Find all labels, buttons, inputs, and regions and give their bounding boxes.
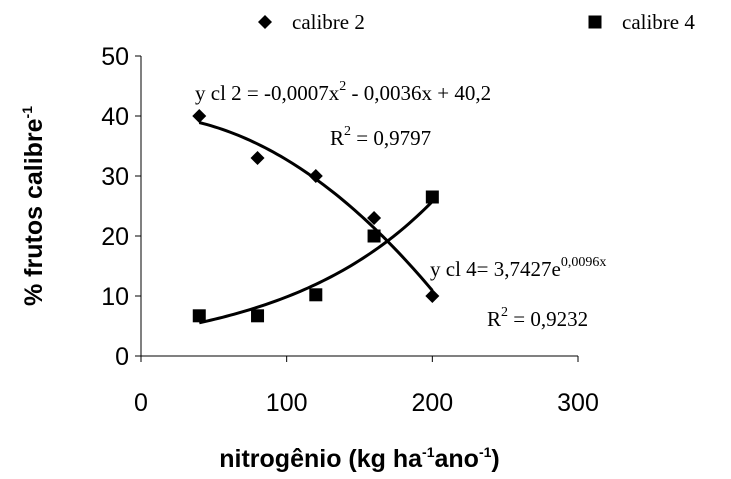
text-part: R <box>330 126 344 150</box>
marker-diamond <box>258 15 272 29</box>
x-tick-label: 0 <box>134 389 148 417</box>
y-tick-label: 20 <box>101 223 129 251</box>
y-tick-label: 30 <box>101 163 129 191</box>
superscript: 2 <box>344 124 351 139</box>
rich-text: R2 = 0,9232 <box>487 305 588 331</box>
text-part: % frutos calibre <box>20 118 48 306</box>
text-part: ) <box>491 445 499 473</box>
text-part: R <box>487 307 501 331</box>
marker-square <box>367 229 381 243</box>
rich-text: y cl 2 = -0,0007x2 - 0,0036x + 40,2 <box>195 79 491 105</box>
text-part: y cl 4= 3,7427e <box>430 257 561 281</box>
superscript: -1 <box>479 444 492 460</box>
trendline <box>198 200 434 325</box>
marker-diamond <box>192 109 207 123</box>
x-tick-label: 100 <box>266 389 308 417</box>
superscript: 2 <box>339 79 346 94</box>
text-part: - 0,0036x + 40,2 <box>346 81 491 105</box>
rich-text: R2 = 0,9797 <box>330 124 431 150</box>
marker-diamond <box>367 211 382 225</box>
text-part: nitrogênio (kg ha <box>219 445 423 473</box>
superscript: -1 <box>422 444 435 460</box>
superscript: 0,0096x <box>561 255 607 270</box>
rich-text: y cl 4= 3,7427e0,0096x <box>430 255 606 281</box>
text-part: = 0,9797 <box>351 126 431 150</box>
x-tick-label: 200 <box>411 389 453 417</box>
y-tick-label: 50 <box>101 43 129 71</box>
marker-diamond <box>250 151 265 165</box>
superscript: -1 <box>19 106 35 119</box>
marker-diamond <box>425 289 440 303</box>
y-tick-label: 10 <box>101 283 129 311</box>
rich-text: nitrogênio (kg ha-1ano-1) <box>219 444 499 473</box>
rich-text: % frutos calibre-1 <box>19 106 48 306</box>
text-part: = 0,9232 <box>508 307 588 331</box>
marker-square <box>251 309 265 323</box>
marker-square <box>588 15 602 29</box>
text-part: ano <box>435 445 479 473</box>
legend-label: calibre 2 <box>292 10 365 34</box>
y-tick-label: 40 <box>101 103 129 131</box>
y-tick-label: 0 <box>115 343 129 371</box>
x-tick-label: 300 <box>557 389 599 417</box>
superscript: 2 <box>501 305 508 320</box>
marker-square <box>309 288 323 302</box>
text-part: y cl 2 = -0,0007x <box>195 81 340 105</box>
marker-square <box>425 190 439 204</box>
marker-diamond <box>308 169 323 183</box>
marker-square <box>192 309 206 323</box>
legend-label: calibre 4 <box>622 10 695 34</box>
